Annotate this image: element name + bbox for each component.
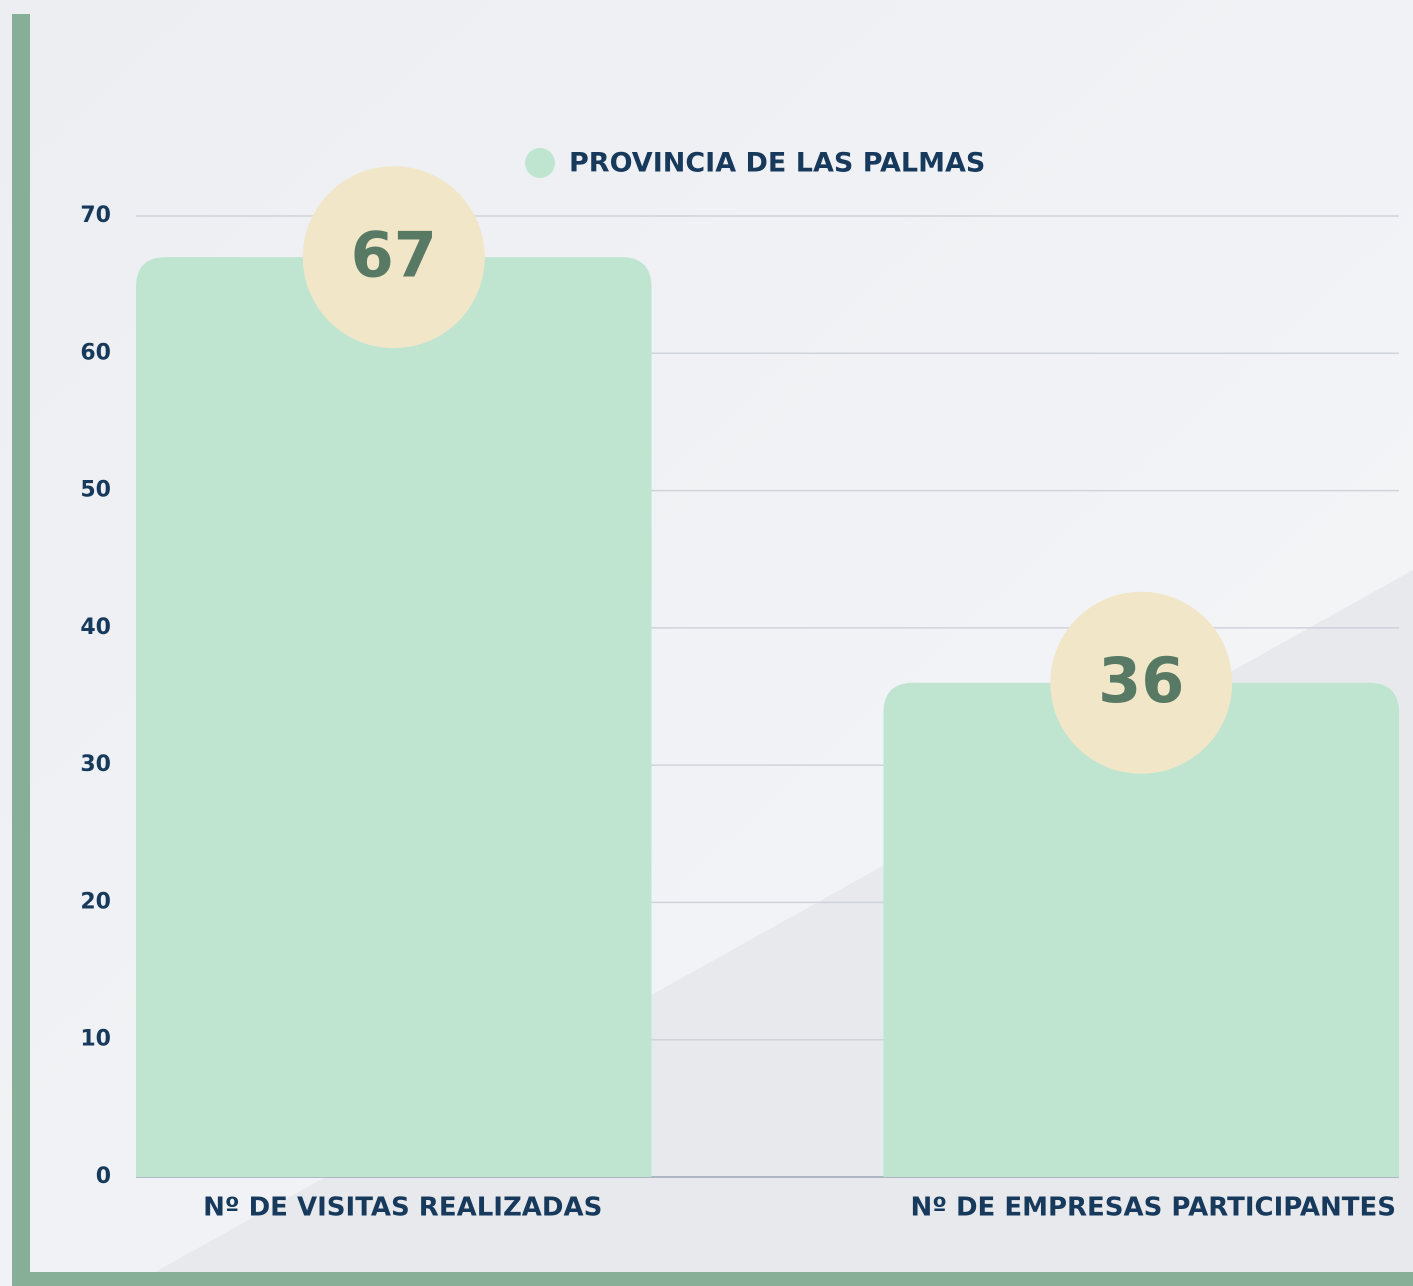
- y-tick-label: 50: [80, 478, 111, 503]
- y-tick-label: 70: [80, 203, 111, 228]
- x-tick-label: Nº DE VISITAS REALIZADAS: [203, 1193, 602, 1223]
- value-badge: [1050, 591, 1233, 774]
- value-label: 67: [351, 218, 437, 291]
- value-badge: [302, 166, 485, 349]
- legend-label: PROVINCIA DE LAS PALMAS: [569, 148, 985, 179]
- y-tick-label: 60: [80, 340, 111, 365]
- bar: [883, 682, 1399, 1177]
- value-label: 36: [1098, 644, 1184, 717]
- y-tick-label: 30: [80, 752, 111, 777]
- bar: [136, 257, 652, 1178]
- y-tick-label: 40: [80, 615, 111, 640]
- legend-swatch: [525, 148, 555, 178]
- y-tick-label: 10: [80, 1027, 111, 1052]
- y-tick-label: 20: [80, 889, 111, 914]
- plot-area: 0 10 20 30 40 50 60 70 67 36 Nº DE VISITAS REALIZA…: [80, 166, 1399, 1223]
- y-tick-label: 0: [96, 1164, 111, 1189]
- x-tick-label: Nº DE EMPRESAS PARTICIPANTES: [910, 1193, 1396, 1223]
- bottom-border: [12, 1272, 1413, 1286]
- left-border: [12, 14, 30, 1286]
